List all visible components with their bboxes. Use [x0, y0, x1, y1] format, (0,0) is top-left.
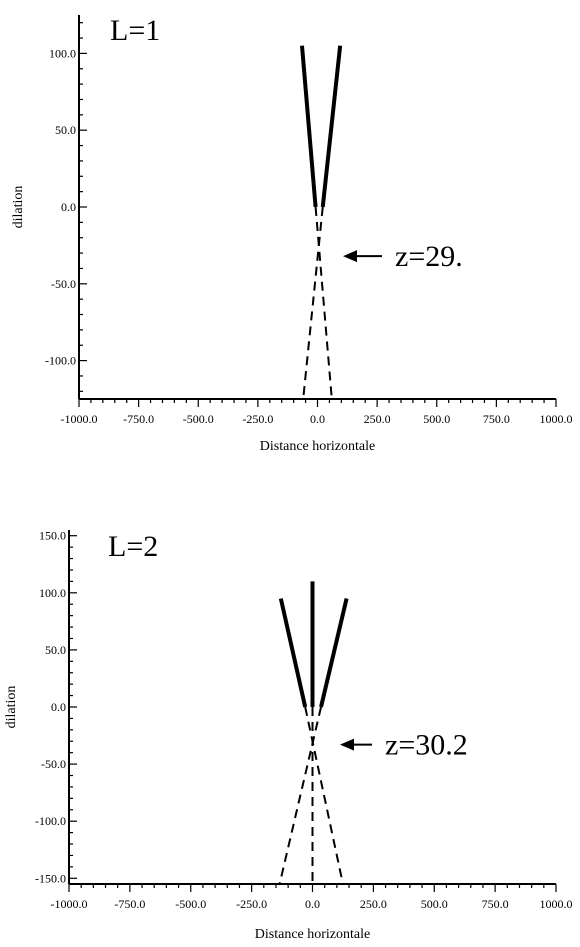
- solid-series-line-0: [278, 598, 308, 708]
- x-tick-label: 1000.0: [540, 897, 573, 911]
- annotation-arrow-head: [340, 738, 354, 751]
- x-tick-label: -750.0: [123, 412, 154, 426]
- y-tick-label: 150.0: [39, 529, 66, 543]
- y-tick-label: 50.0: [55, 123, 76, 137]
- y-tick-label: 0.0: [61, 200, 76, 214]
- y-tick-label: -50.0: [51, 277, 76, 291]
- chart-panel-l1: -1000.0 -750.0 -500.0 -250.0 0.0 250.0 500.0 75…: [11, 14, 573, 454]
- x-tick-label: 250.0: [360, 897, 387, 911]
- annotation-text: z=30.2: [385, 729, 468, 762]
- x-axis-label: Distance horizontale: [255, 927, 370, 942]
- x-tick-label: 0.0: [305, 897, 320, 911]
- x-tick-label: 500.0: [421, 897, 448, 911]
- x-tick-label: -250.0: [236, 897, 267, 911]
- x-tick-label: -750.0: [114, 897, 145, 911]
- solid-series-line-1: [319, 598, 349, 708]
- y-tick-label: 0.0: [51, 700, 66, 714]
- y-tick-label: 50.0: [45, 643, 66, 657]
- y-tick-label: 100.0: [49, 46, 76, 60]
- x-tick-label: 1000.0: [540, 412, 573, 426]
- dashed-series-line-4: [278, 706, 322, 885]
- x-tick-label: 750.0: [482, 897, 509, 911]
- x-tick-label: -500.0: [175, 897, 206, 911]
- annotation-arrow-head: [343, 250, 357, 263]
- x-tick-label: -500.0: [183, 412, 214, 426]
- x-tick-label: -1000.0: [51, 897, 88, 911]
- panel-label: L=2: [108, 530, 158, 563]
- x-axis-label: Distance horizontale: [260, 439, 375, 454]
- dashed-series-line-3: [302, 206, 324, 400]
- panel-label: L=1: [110, 14, 160, 47]
- y-tick-label: -150.0: [35, 871, 66, 885]
- x-tick-label: -1000.0: [61, 412, 98, 426]
- y-tick-label: -50.0: [41, 757, 66, 771]
- x-tick-label: 750.0: [483, 412, 510, 426]
- x-tick-label: -250.0: [242, 412, 273, 426]
- dashed-series-line-3: [304, 706, 344, 885]
- x-tick-label: 250.0: [364, 412, 391, 426]
- chart-panel-l2: -1000.0 -750.0 -500.0 -250.0 0.0 250.0 500.0 75…: [4, 529, 573, 942]
- solid-series-line-1: [320, 45, 343, 208]
- annotation-text: z=29.: [395, 240, 463, 273]
- y-axis-label: dilation: [4, 686, 19, 729]
- solid-series-line-0: [300, 45, 318, 208]
- dashed-series-line-2: [314, 206, 333, 400]
- y-axis-label: dilation: [11, 186, 26, 229]
- y-tick-label: -100.0: [35, 814, 66, 828]
- y-tick-label: -100.0: [45, 354, 76, 368]
- x-tick-label: 500.0: [423, 412, 450, 426]
- x-tick-label: 0.0: [310, 412, 325, 426]
- y-tick-label: 100.0: [39, 586, 66, 600]
